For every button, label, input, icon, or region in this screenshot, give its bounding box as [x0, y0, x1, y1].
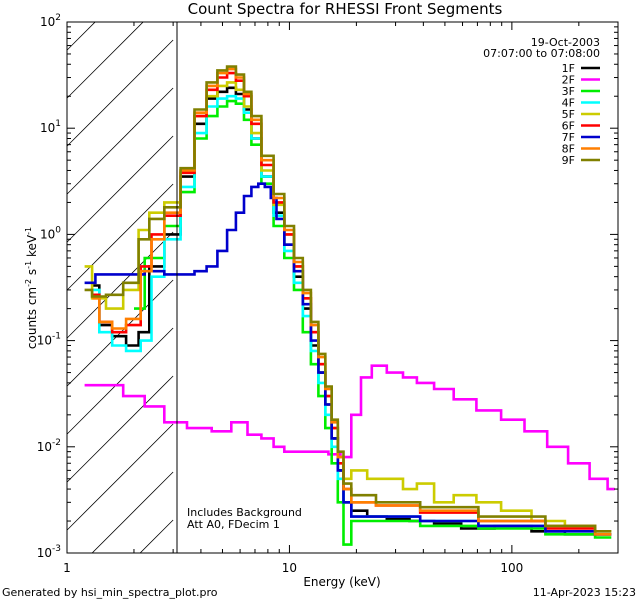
hatch-line: [67, 375, 174, 483]
series-group: [84, 65, 615, 546]
time-range-label: 07:07:00 to 07:08:00: [483, 47, 600, 60]
hatched-region: [67, 0, 174, 553]
y-label-part-2: -2: [24, 279, 33, 287]
hatch-line: [67, 22, 96, 51]
series-line-7F: [84, 182, 612, 536]
legend-label-7F: 7F: [562, 131, 575, 144]
hatch-line: [139, 519, 174, 553]
date-label: 19-Oct-2003: [531, 36, 600, 49]
legend-label-6F: 6F: [562, 120, 575, 133]
series-line-6F: [92, 71, 612, 536]
annotation-attenuator: Att A0, FDecim 1: [187, 518, 280, 531]
x-tick-label: 10: [282, 561, 297, 575]
hatch-line: [67, 423, 174, 531]
legend-label-2F: 2F: [562, 74, 575, 87]
hatch-line: [67, 0, 173, 2]
series-line-2F: [84, 364, 615, 491]
y-tick-label: 10-1: [37, 332, 61, 348]
hatch-line: [67, 135, 174, 243]
series-line-5F: [84, 81, 612, 533]
hatch-line: [67, 183, 174, 291]
footer-timestamp: 11-Apr-2023 15:23: [533, 586, 636, 599]
legend-label-4F: 4F: [562, 97, 575, 110]
x-tick-label: 1: [63, 561, 71, 575]
annotation-background: Includes Background: [187, 506, 302, 519]
chart-title: Count Spectra for RHESSI Front Segments: [188, 0, 503, 18]
x-tick-label: 100: [500, 561, 523, 575]
y-tick-label: 102: [40, 13, 61, 29]
y-label-part-3: s: [25, 269, 39, 279]
y-tick-label: 100: [40, 225, 61, 241]
hatch-line: [67, 327, 174, 435]
hatch-line: [91, 471, 174, 553]
hatch-line: [67, 22, 144, 99]
hatch-line: [67, 87, 174, 195]
y-axis-label: counts cm-2 s-1 keV-1: [24, 227, 39, 349]
y-tick-label: 10-2: [37, 438, 61, 454]
series-line-1F: [92, 86, 612, 536]
legend-label-8F: 8F: [562, 143, 575, 156]
y-label-part-4: -1: [24, 261, 33, 269]
legend-label-9F: 9F: [562, 154, 575, 167]
legend-label-5F: 5F: [562, 108, 575, 121]
series-line-9F: [84, 65, 612, 533]
axes: 10-3 10-2 10-1 100 101 102 1 10 100: [37, 13, 619, 575]
footer-generated-by: Generated by hsi_min_spectra_plot.pro: [2, 586, 218, 599]
y-label-part-5: keV: [25, 234, 39, 261]
plot-frame: [66, 21, 619, 554]
series-line-4F: [92, 94, 612, 536]
y-tick-label: 101: [40, 119, 61, 135]
x-axis-label: Energy (keV): [303, 575, 380, 589]
y-tick-label: 10-3: [37, 544, 61, 560]
hatch-line: [67, 39, 174, 147]
legend-label-1F: 1F: [562, 62, 575, 75]
y-label-part-6: -1: [24, 227, 33, 235]
legend-label-3F: 3F: [562, 85, 575, 98]
hatch-line: [67, 231, 174, 339]
y-label-part-1: counts cm: [25, 287, 39, 349]
